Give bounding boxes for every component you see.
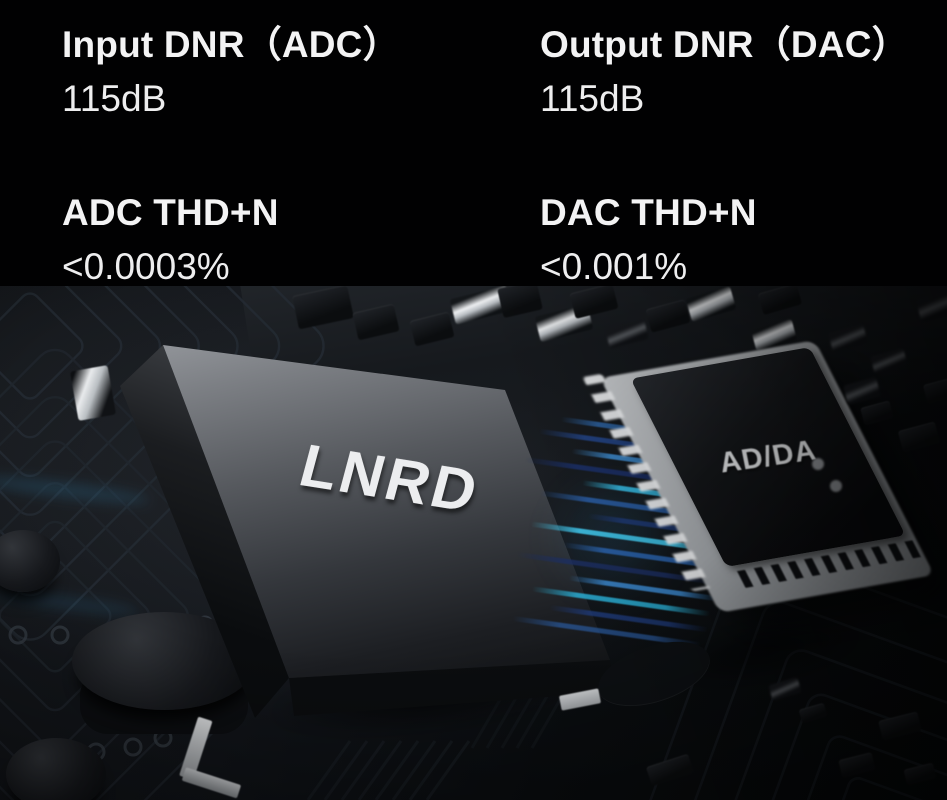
- specs-section: Input DNR（ADC） 115dB Output DNR（DAC） 115…: [0, 0, 947, 288]
- circuit-board-photo: LNRD AD/DA: [0, 286, 947, 800]
- spec-dac-thd: DAC THD+N <0.001%: [540, 192, 947, 288]
- spec-label-input-dnr: Input DNR（ADC）: [62, 24, 400, 65]
- spec-value-input-dnr: 115dB: [62, 78, 167, 119]
- spec-value-dac-thd: <0.001%: [540, 246, 688, 287]
- lnrd-chip-label: LNRD: [293, 431, 487, 526]
- smd-component: [830, 480, 842, 492]
- spec-label-dac-thd: DAC THD+N: [540, 192, 757, 233]
- spec-output-dnr: Output DNR（DAC） 115dB: [540, 24, 947, 120]
- spec-adc-thd: ADC THD+N <0.0003%: [62, 192, 540, 288]
- smd-component: [812, 458, 824, 470]
- spec-label-output-dnr: Output DNR（DAC）: [540, 24, 909, 65]
- spec-value-output-dnr: 115dB: [540, 78, 645, 119]
- spec-label-adc-thd: ADC THD+N: [62, 192, 279, 233]
- spec-input-dnr: Input DNR（ADC） 115dB: [62, 24, 540, 120]
- spec-value-adc-thd: <0.0003%: [62, 246, 230, 287]
- adda-chip-label: AD/DA: [716, 434, 820, 480]
